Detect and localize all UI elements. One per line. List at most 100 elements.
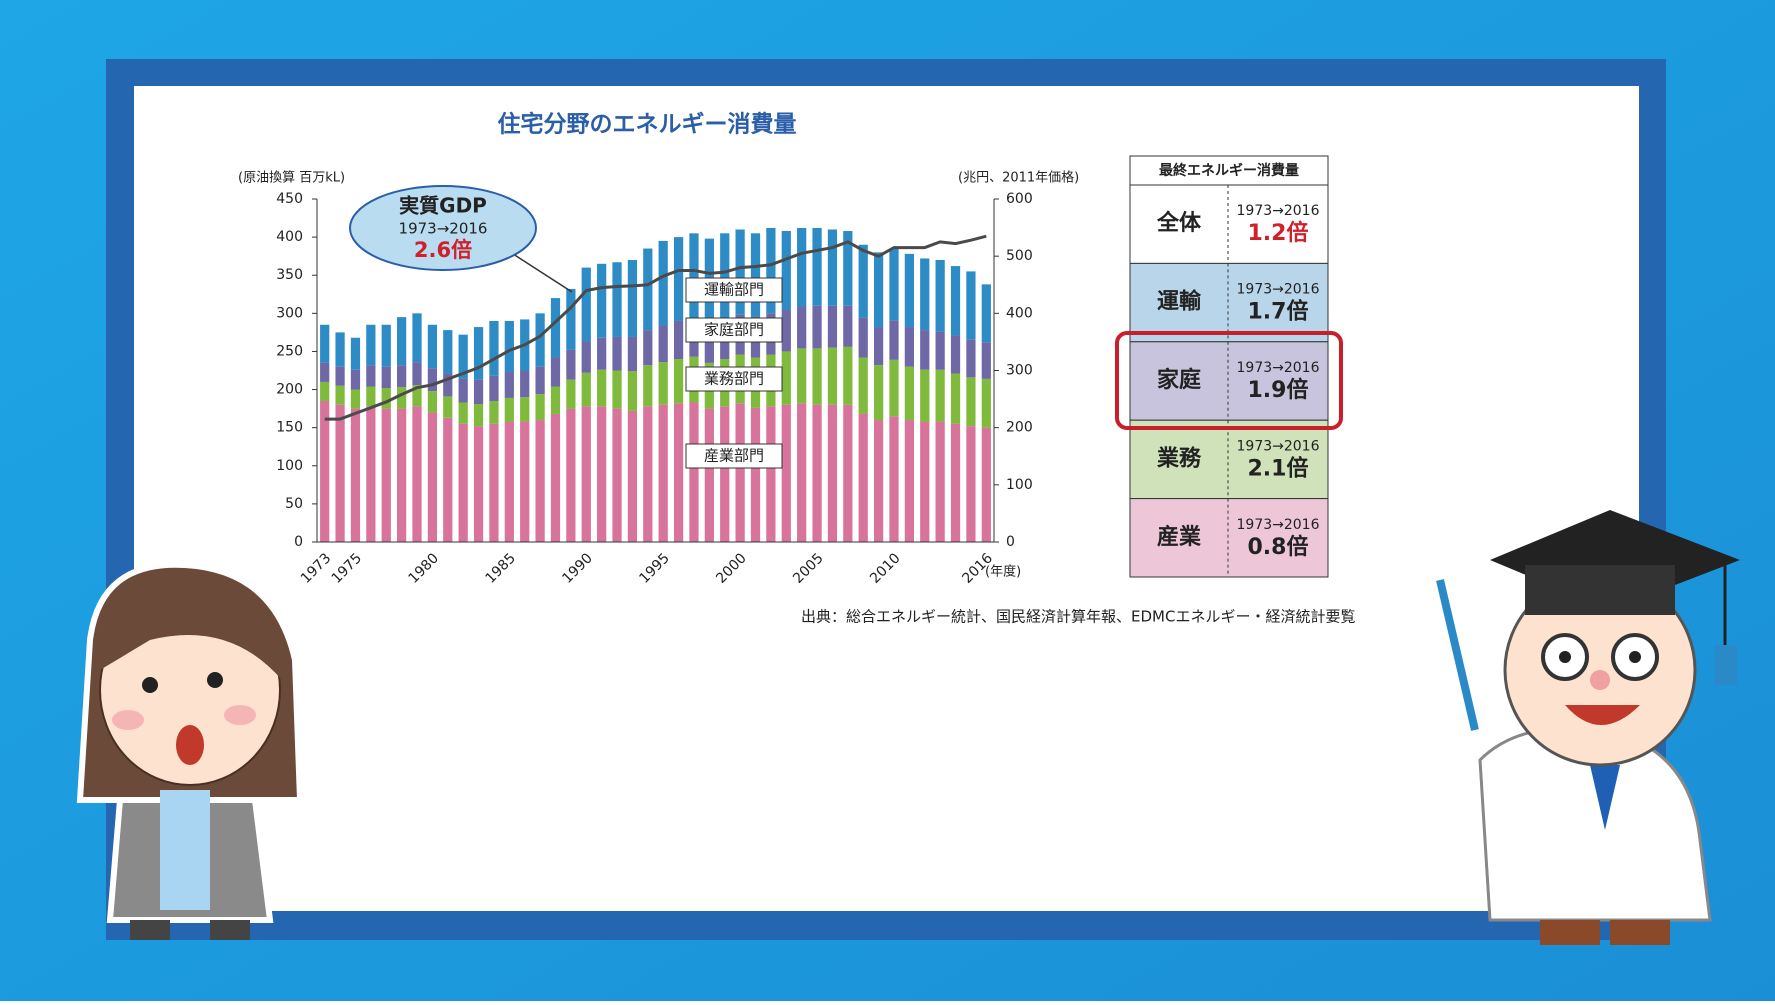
bar-segment xyxy=(673,320,684,360)
bar-segment xyxy=(950,373,961,424)
bar-segment xyxy=(643,248,653,331)
bar-segment xyxy=(812,305,822,349)
series-label-box xyxy=(685,317,783,343)
bar-segment xyxy=(643,406,653,542)
bar-segment xyxy=(797,227,807,307)
bar-segment xyxy=(673,359,684,404)
bar-segment xyxy=(458,402,468,424)
gdp-period: 1973→2016 xyxy=(399,220,488,238)
bar-segment xyxy=(781,231,791,310)
bar-segment xyxy=(950,266,961,336)
row-ratio: 1.9倍 xyxy=(1248,377,1309,403)
row-period: 1973→2016 xyxy=(1237,360,1320,376)
bar-segment xyxy=(566,349,576,380)
bar-segment xyxy=(366,324,376,366)
y2-axis-label: (兆円、2011年価格) xyxy=(958,170,1079,186)
bar-segment xyxy=(920,421,930,542)
bar-segment xyxy=(612,336,622,371)
bar-segment xyxy=(904,420,914,542)
bar-segment xyxy=(781,309,791,352)
row-ratio: 1.7倍 xyxy=(1248,299,1309,325)
bar-segment xyxy=(412,384,422,407)
series-label-box xyxy=(685,277,783,303)
bar-segment xyxy=(720,406,730,542)
bar-segment xyxy=(858,244,868,318)
bar-segment xyxy=(489,400,499,424)
row-period: 1973→2016 xyxy=(1237,517,1320,533)
y-tick-label: 350 xyxy=(276,267,303,283)
bar-segment xyxy=(766,227,776,314)
y2-tick-label: 0 xyxy=(1006,534,1015,550)
x-axis-label: (年度) xyxy=(985,564,1021,580)
bar-segment xyxy=(520,397,530,422)
bar-segment xyxy=(504,397,514,422)
bar-segment xyxy=(904,327,914,367)
bar-segment xyxy=(350,408,361,542)
bar-segment xyxy=(981,284,991,343)
bar-segment xyxy=(920,258,930,331)
bar-segment xyxy=(827,347,838,405)
bar-segment xyxy=(627,336,638,372)
bar-segment xyxy=(873,420,884,542)
bar-segment xyxy=(643,365,653,407)
bar-segment xyxy=(889,359,899,417)
table-header xyxy=(1129,155,1329,186)
y-tick-label: 450 xyxy=(276,191,303,207)
bar-segment xyxy=(520,370,530,398)
bar-segment xyxy=(689,402,699,542)
bar-segment xyxy=(412,362,422,385)
bar-segment xyxy=(935,369,945,422)
bar-segment xyxy=(520,421,530,542)
bar-segment xyxy=(597,263,607,338)
bar-segment xyxy=(935,259,945,332)
row-label: 運輸 xyxy=(1157,289,1202,315)
bar-segment xyxy=(597,337,607,370)
bar-segment xyxy=(504,372,514,398)
bar-segment xyxy=(535,313,545,367)
bar-segment xyxy=(935,331,945,370)
bar-segment xyxy=(350,389,361,409)
gdp-ratio: 2.6倍 xyxy=(414,238,472,262)
bar-segment xyxy=(566,408,576,542)
series-label: 運輸部門 xyxy=(704,281,764,299)
bar-segment xyxy=(658,362,668,405)
bar-segment xyxy=(627,371,638,411)
bar-segment xyxy=(566,288,576,350)
bar-segment xyxy=(797,306,807,349)
bar-segment xyxy=(612,262,622,337)
bar-segment xyxy=(427,368,438,392)
bar-segment xyxy=(427,412,438,542)
bar-segment xyxy=(443,330,453,374)
y2-tick-label: 200 xyxy=(1006,420,1033,436)
row-period: 1973→2016 xyxy=(1237,282,1320,298)
bar-segment xyxy=(920,369,930,422)
bar-segment xyxy=(827,404,838,542)
bar-segment xyxy=(335,385,345,405)
bar-segment xyxy=(766,406,776,542)
series-label-box xyxy=(685,366,783,392)
bar-segment xyxy=(966,339,976,378)
bar-segment xyxy=(366,406,376,542)
bar-segment xyxy=(581,341,591,373)
bar-segment xyxy=(673,237,684,321)
bar-segment xyxy=(858,413,868,542)
bar-segment xyxy=(397,387,407,409)
bar-segment xyxy=(904,366,914,421)
bar-segment xyxy=(335,366,345,386)
bar-segment xyxy=(612,370,622,409)
bar-segment xyxy=(320,381,330,401)
bar-segment xyxy=(320,400,330,542)
bar-segment xyxy=(427,391,438,413)
row-label: 家庭 xyxy=(1157,367,1201,393)
row-label: 業務 xyxy=(1157,445,1202,471)
bar-segment xyxy=(504,421,514,542)
bar-segment xyxy=(827,229,838,306)
bar-segment xyxy=(704,324,714,363)
bar-segment xyxy=(381,324,391,367)
bar-segment xyxy=(966,426,976,542)
bar-segment xyxy=(843,404,853,542)
bar-segment xyxy=(335,332,345,367)
bar-segment xyxy=(658,240,668,326)
bar-segment xyxy=(458,378,468,403)
